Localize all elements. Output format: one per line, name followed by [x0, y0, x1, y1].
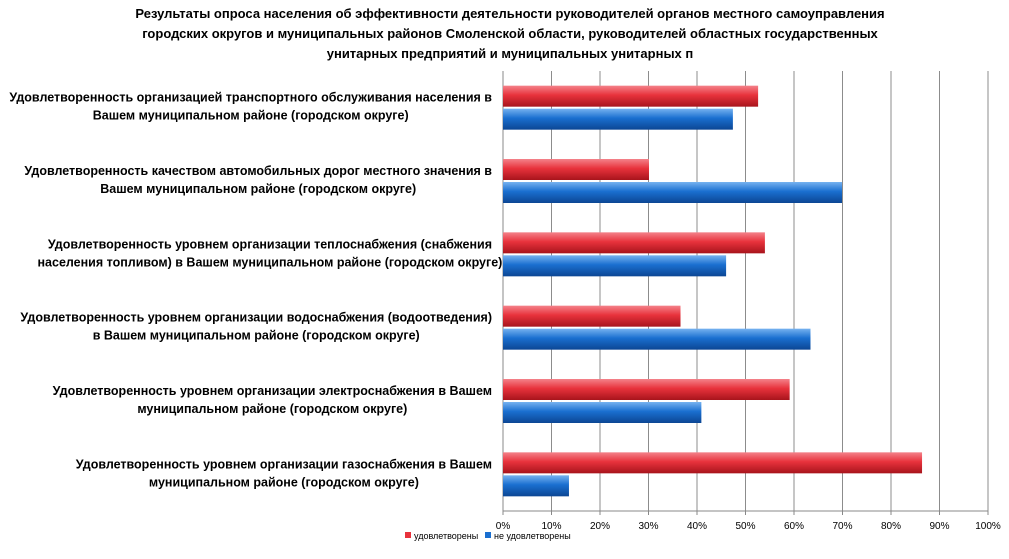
category-label: Удовлетворенность уровнем организации во… [20, 311, 492, 325]
category-label: Вашем муниципальном районе (городском ок… [93, 109, 409, 123]
x-tick-label: 70% [832, 521, 852, 532]
category-label: Удовлетворенность уровнем организации га… [76, 457, 492, 471]
category-label: Удовлетворенность качеством автомобильны… [24, 164, 492, 178]
bar-not-satisfied [503, 475, 569, 497]
bar-not-satisfied [503, 402, 702, 423]
x-axis-ticks: 0% 10% 20% 30% 40% 50% 60% 70% 80% 90% 100% [496, 510, 1001, 532]
x-tick-label: 30% [638, 521, 658, 532]
legend: удовлетворены не удовлетворены [405, 531, 571, 541]
x-tick-label: 100% [975, 521, 1001, 532]
category-label: муниципальном районе (городском округе) [137, 402, 407, 416]
grid [502, 71, 989, 511]
bars [503, 85, 923, 497]
x-tick-label: 90% [929, 521, 949, 532]
bar-satisfied [503, 159, 649, 180]
x-tick-label: 60% [784, 521, 804, 532]
x-tick-label: 0% [496, 521, 511, 532]
category-label: в Вашем муниципальном районе (городском … [93, 329, 420, 343]
bar-not-satisfied [503, 108, 733, 130]
legend-swatch [485, 532, 491, 538]
category-label: муниципальном районе (городском округе) [149, 475, 419, 489]
x-tick-label: 20% [590, 521, 610, 532]
chart-title: Результаты опроса населения об эффективн… [60, 4, 960, 64]
x-tick-label: 10% [541, 521, 561, 532]
bar-satisfied [503, 452, 923, 474]
category-label: населения топливом) в Вашем муниципально… [38, 255, 503, 269]
bar-not-satisfied [503, 182, 843, 203]
x-tick-label: 40% [687, 521, 707, 532]
legend-label: удовлетворены [414, 531, 478, 541]
bar-satisfied [503, 379, 790, 400]
chart-title-line: городских округов и муниципальных районо… [142, 26, 878, 41]
category-label: Вашем муниципальном районе (городском ок… [100, 182, 416, 196]
bar-satisfied [503, 232, 765, 254]
bar-satisfied [503, 85, 759, 107]
bar-not-satisfied [503, 328, 811, 350]
bar-not-satisfied [503, 255, 727, 277]
x-tick-label: 80% [881, 521, 901, 532]
category-label: Удовлетворенность уровнем организации эл… [53, 384, 492, 398]
category-label: Удовлетворенность уровнем организации те… [48, 237, 492, 251]
chart-title-line: унитарных предприятий и муниципальных ун… [326, 46, 694, 61]
bar-satisfied [503, 305, 681, 327]
category-label: Удовлетворенность организацией транспорт… [9, 91, 492, 105]
legend-label: не удовлетворены [494, 531, 571, 541]
category-labels: Удовлетворенность организацией транспорт… [9, 91, 502, 490]
x-tick-label: 50% [735, 521, 755, 532]
legend-swatch [405, 532, 411, 538]
chart-title-line: Результаты опроса населения об эффективн… [135, 6, 885, 21]
